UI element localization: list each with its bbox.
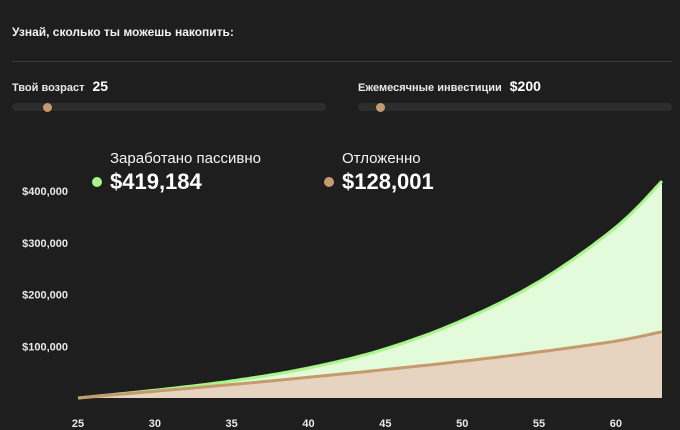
- age-slider-track[interactable]: [12, 103, 326, 111]
- age-value: 25: [92, 78, 109, 94]
- legend-earned-value: $419,184: [110, 169, 202, 194]
- x-tick-label: 50: [456, 418, 468, 430]
- saved-line: [77, 330, 663, 400]
- x-tick-label: 55: [533, 418, 545, 430]
- saved-area: [78, 331, 662, 398]
- x-tick-label: 40: [302, 418, 314, 430]
- y-tick-label: $200,000: [22, 290, 68, 302]
- x-tick-label: 60: [610, 418, 622, 430]
- x-tick-label: 35: [226, 418, 238, 430]
- investment-value: $200: [509, 78, 541, 94]
- legend-saved: Отложенно $128,001: [324, 150, 434, 195]
- x-tick-label: 30: [149, 418, 161, 430]
- page-title: Узнай, сколько ты можешь накопить:: [12, 25, 234, 39]
- investment-label: Ежемесячные инвестиции: [358, 82, 502, 94]
- y-tick-label: $100,000: [22, 341, 68, 353]
- investment-slider-track[interactable]: [358, 103, 672, 111]
- y-tick-label: $300,000: [22, 238, 68, 250]
- earned-line: [77, 180, 664, 400]
- age-label: Твой возраст: [12, 82, 85, 94]
- legend-earned-label: Заработано пассивно: [110, 150, 261, 167]
- y-tick-label: $400,000: [22, 186, 68, 198]
- legend-saved-value: $128,001: [342, 169, 434, 194]
- age-slider-thumb[interactable]: [42, 103, 52, 112]
- investment-slider-block: Ежемесячные инвестиции $200: [358, 78, 672, 112]
- age-slider-block: Твой возраст 25: [12, 78, 326, 112]
- earned-area: [78, 181, 662, 398]
- x-tick-label: 45: [379, 418, 391, 430]
- legend-earned: Заработано пассивно $419,184: [92, 150, 261, 195]
- investment-slider-thumb[interactable]: [375, 103, 385, 112]
- legend-earned-dot: [92, 177, 102, 187]
- legend-saved-label: Отложенно: [342, 150, 421, 167]
- divider: [12, 61, 672, 62]
- x-tick-label: 25: [72, 418, 84, 430]
- legend-saved-dot: [324, 177, 334, 187]
